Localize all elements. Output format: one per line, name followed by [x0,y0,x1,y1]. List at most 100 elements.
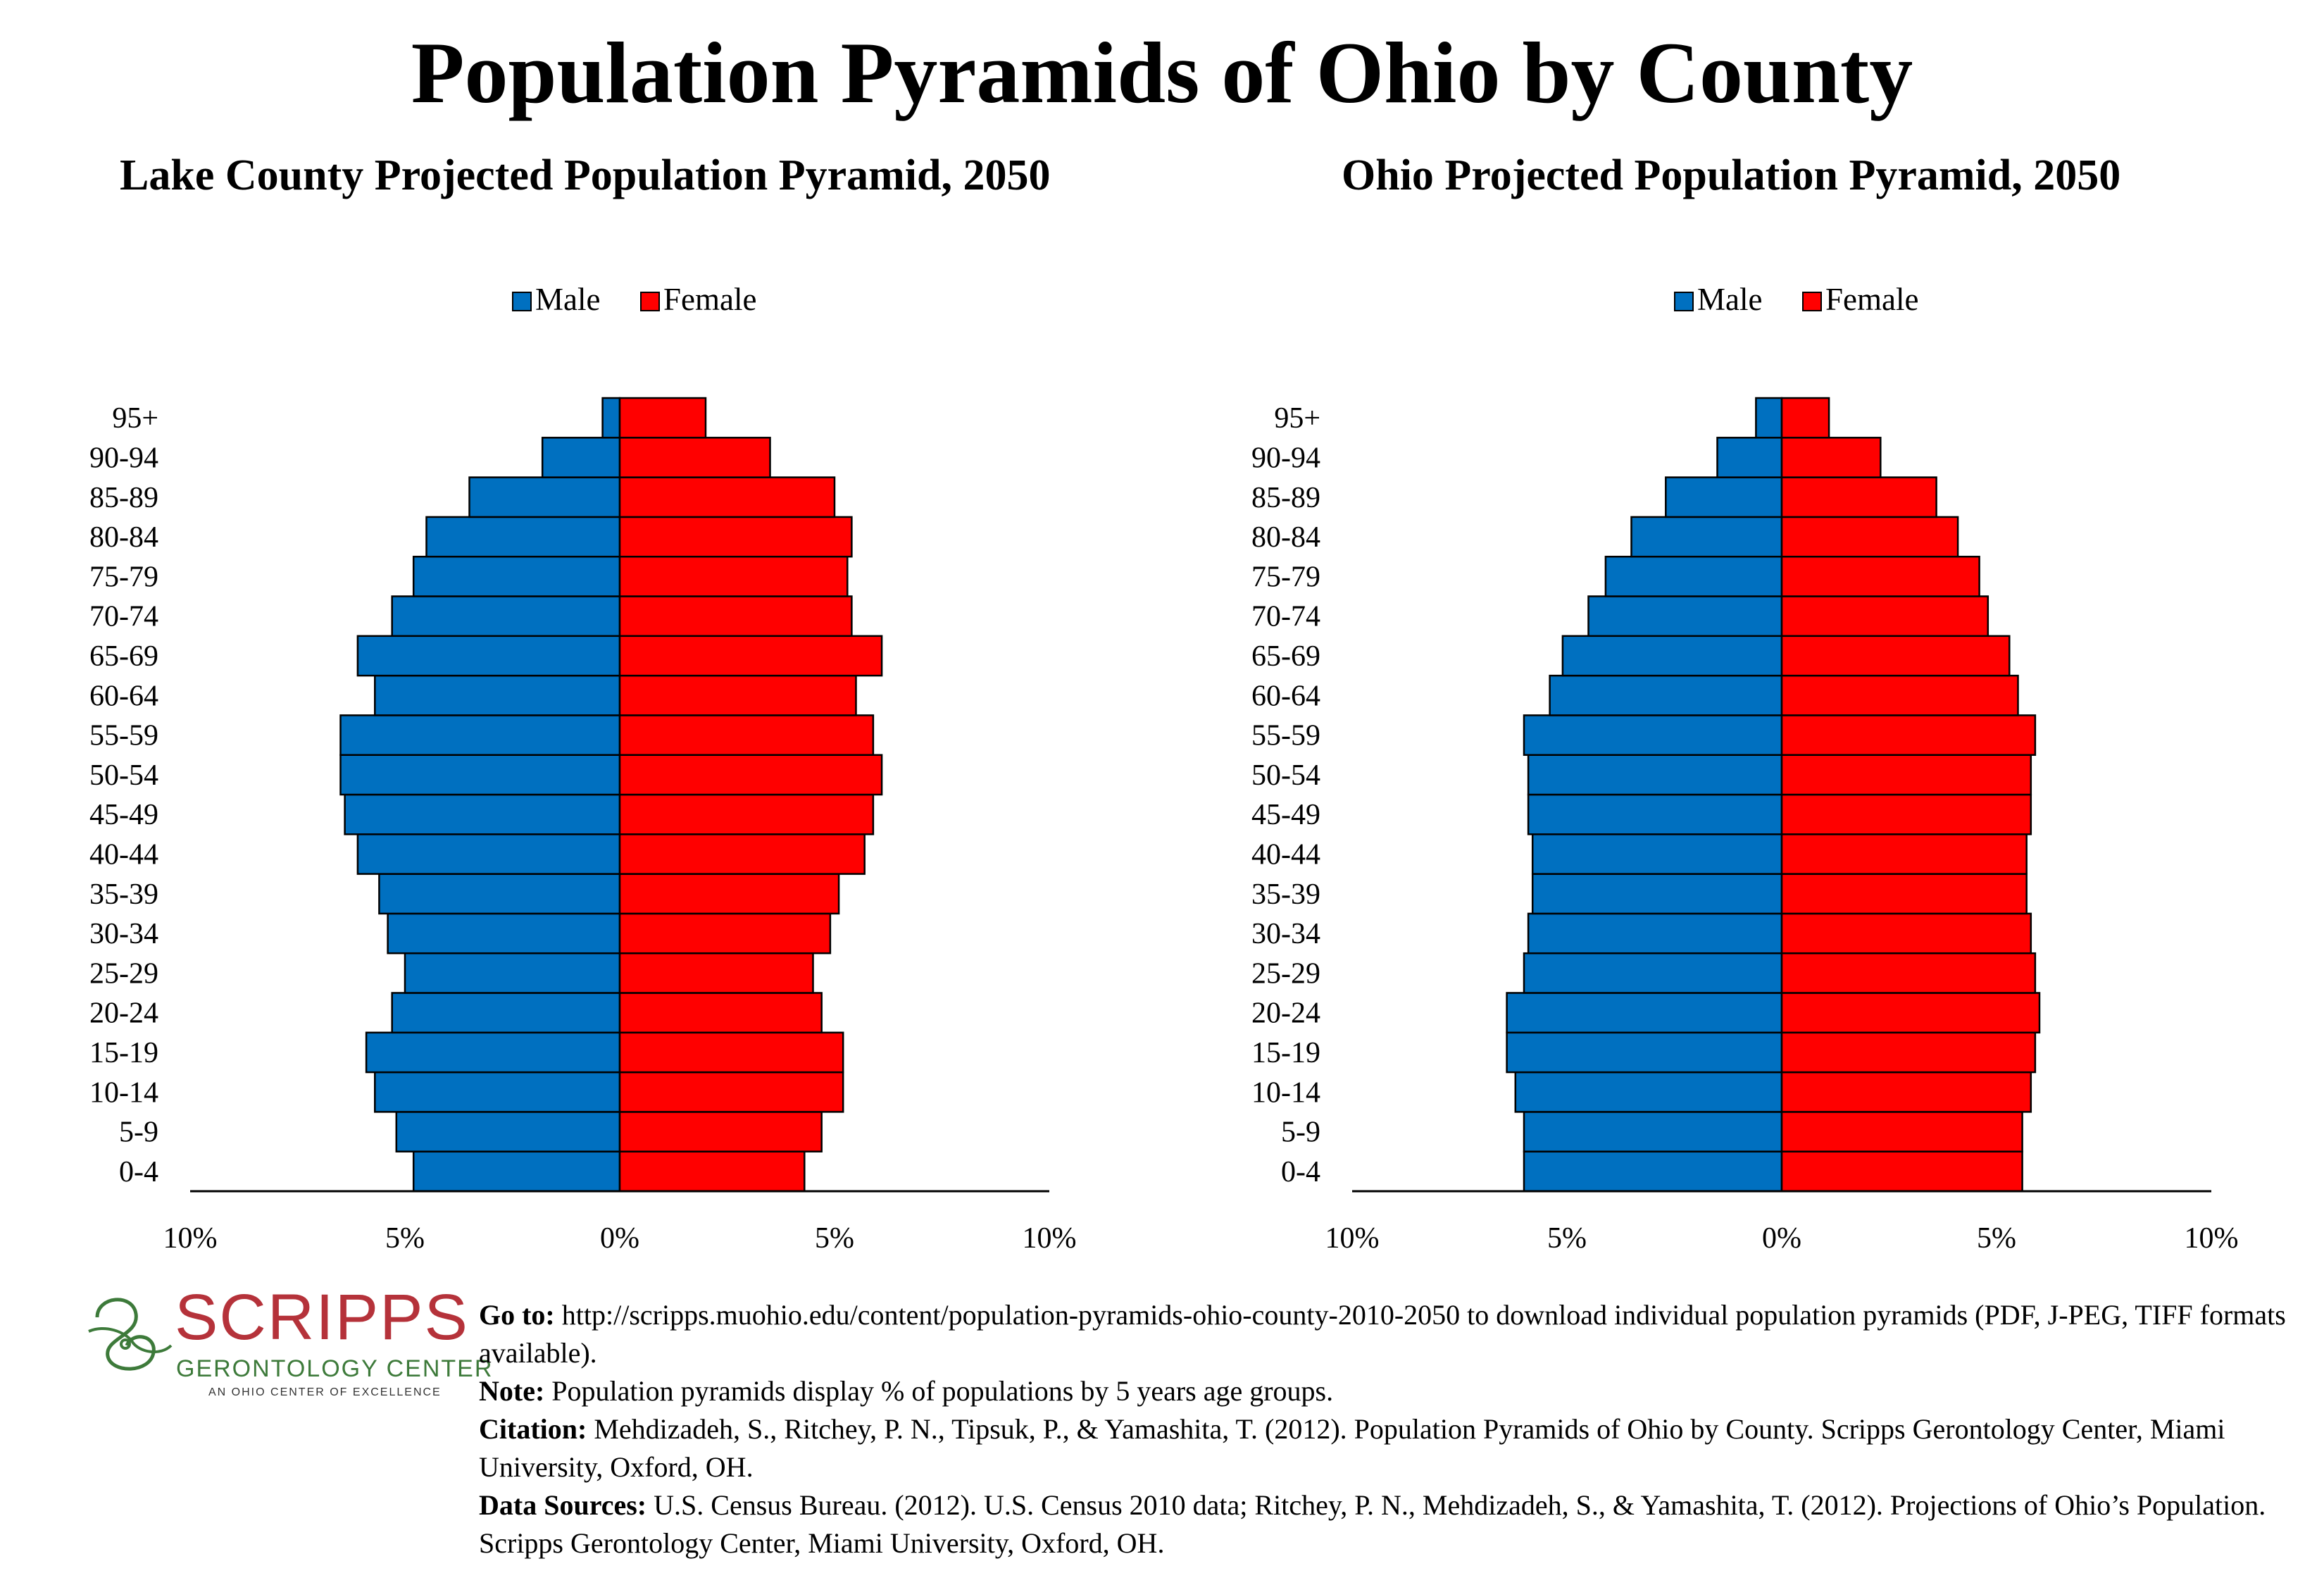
bar-female-30-34 [1780,912,2032,955]
legend-label-female: Female [1825,282,1918,317]
logo-tagline: AN OHIO CENTER OF EXCELLENCE [208,1386,442,1398]
goto-note: Go to: http://scripps.muohio.edu/content… [479,1296,2310,1372]
bar-female-20-24 [618,992,823,1034]
bar-male-65-69 [356,635,621,677]
bar-female-80-84 [618,516,853,558]
age-label-95+: 95+ [112,402,158,435]
sources-label: Data Sources: [479,1489,647,1521]
legend-label-female: Female [663,282,756,317]
bar-female-25-29 [1780,952,2037,994]
age-label-15-19: 15-19 [89,1037,158,1069]
legend-swatch-female [640,292,660,311]
age-label-40-44: 40-44 [89,838,158,871]
x-tick-label: 5% [385,1222,425,1255]
age-label-35-39: 35-39 [1251,878,1320,911]
bar-female-20-24 [1780,992,2041,1034]
age-label-15-19: 15-19 [1251,1037,1320,1069]
x-tick-label: 0% [1762,1222,1801,1255]
bar-female-65-69 [618,635,883,677]
age-label-25-29: 25-29 [1251,957,1320,990]
bar-male-70-74 [1587,595,1783,638]
bar-male-25-29 [1523,952,1783,994]
note-label: Note: [479,1375,545,1407]
note-text: Population pyramids display % of populat… [544,1375,1334,1407]
age-label-85-89: 85-89 [89,482,158,514]
bar-female-90-94 [1780,437,1882,478]
bar-female-10-14 [1780,1071,2032,1113]
lake-county-pyramid-chart: Male Female 0-4 5-9 10-14 15-19 20-24 25-29 30-3… [89,282,1077,1255]
bar-male-75-79 [1604,555,1783,597]
bar-male-60-64 [374,674,621,716]
x-tick-label: 10% [163,1222,218,1255]
age-label-90-94: 90-94 [1251,442,1320,474]
age-label-50-54: 50-54 [1251,759,1320,792]
bar-male-5-9 [1523,1111,1783,1152]
bar-female-5-9 [618,1111,823,1152]
ohio-chart-panel: Ohio Projected Population Pyramid, 2050 … [1162,141,2324,1282]
bar-male-75-79 [412,555,621,597]
goto-label: Go to: [479,1299,555,1331]
age-label-80-84: 80-84 [89,521,158,554]
x-tick-label: 5% [1547,1222,1587,1255]
bar-male-80-84 [425,516,621,558]
age-label-10-14: 10-14 [1251,1076,1320,1109]
sources-note: Data Sources: U.S. Census Bureau. (2012)… [479,1486,2310,1562]
bar-female-60-64 [1780,674,2019,716]
bar-female-35-39 [618,873,840,915]
x-tick-label: 5% [1977,1222,2016,1255]
age-label-70-74: 70-74 [1251,601,1320,633]
age-label-95+: 95+ [1274,402,1320,435]
bar-female-85-89 [1780,476,1937,518]
bar-male-15-19 [1506,1031,1783,1074]
bar-female-45-49 [618,793,875,835]
bar-female-75-79 [1780,555,1980,597]
bar-female-35-39 [1780,873,2028,915]
bar-female-95+ [1780,397,1830,439]
x-tick-label: 10% [1325,1222,1380,1255]
chart-legend: Male Female [512,282,756,317]
bar-male-85-89 [1665,476,1783,518]
page-title: Population Pyramids of Ohio by County [411,25,1913,121]
bar-male-0-4 [1523,1150,1783,1193]
bar-female-50-54 [618,754,883,796]
logo-wordmark: SCRIPPS [175,1281,469,1353]
bar-male-20-24 [391,992,621,1034]
age-label-30-34: 30-34 [89,918,158,950]
age-label-5-9: 5-9 [1281,1117,1320,1149]
bar-female-80-84 [1780,516,1959,558]
bar-male-10-14 [1514,1071,1783,1113]
bar-male-95+ [1755,397,1783,439]
bar-female-30-34 [618,912,832,955]
x-tick-label: 10% [2185,1222,2239,1255]
age-label-60-64: 60-64 [1251,680,1320,712]
age-label-60-64: 60-64 [89,680,158,712]
scripps-swirl-icon [88,1298,173,1371]
bar-male-60-64 [1549,674,1783,716]
age-label-45-49: 45-49 [1251,799,1320,831]
legend-label-male: Male [535,282,600,317]
age-label-55-59: 55-59 [1251,720,1320,752]
chart-legend: Male Female [1674,282,1918,317]
footnotes: Go to: http://scripps.muohio.edu/content… [479,1296,2310,1562]
bar-male-45-49 [344,793,621,835]
age-label-20-24: 20-24 [1251,997,1320,1030]
bar-female-60-64 [618,674,857,716]
sources-text: U.S. Census Bureau. (2012). U.S. Census … [479,1489,2266,1559]
bar-female-55-59 [1780,714,2037,756]
bar-male-65-69 [1561,635,1783,677]
bar-female-70-74 [618,595,853,638]
bar-female-65-69 [1780,635,2011,677]
bar-female-75-79 [618,555,849,597]
bar-female-15-19 [618,1031,844,1074]
chart-title: Ohio Projected Population Pyramid, 2050 [1342,151,2121,199]
bar-male-20-24 [1506,992,1783,1034]
bar-male-90-94 [1716,437,1783,478]
bar-male-55-59 [339,714,621,756]
age-label-40-44: 40-44 [1251,838,1320,871]
bar-male-85-89 [468,476,621,518]
bar-female-0-4 [1780,1150,2023,1193]
ohio-pyramid-chart: Male Female 0-4 5-9 10-14 15-19 20-24 25-29 30-3… [1251,282,2239,1255]
bar-male-80-84 [1630,516,1783,558]
bar-male-30-34 [387,912,621,955]
chart-title: Lake County Projected Population Pyramid… [120,151,1051,199]
